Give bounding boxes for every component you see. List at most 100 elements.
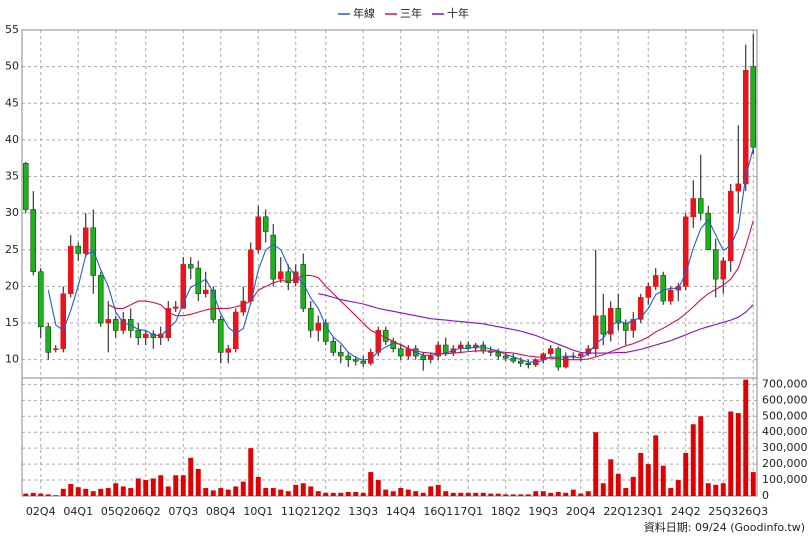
candle-body: [285, 271, 292, 284]
candle-body: [255, 216, 262, 251]
volume-bar: [68, 484, 74, 496]
x-tick-label: 19Q3: [528, 505, 558, 518]
volume-bar: [593, 432, 599, 496]
candle-body: [525, 363, 532, 366]
volume-bar: [143, 480, 149, 496]
volume-bar: [60, 488, 66, 496]
candle-body: [517, 360, 524, 364]
candle-body: [45, 326, 52, 353]
y-tick-label: 25: [5, 243, 19, 256]
volume-bar: [300, 483, 306, 496]
candle-body: [112, 319, 119, 331]
x-tick-label: 06Q2: [131, 505, 161, 518]
candle-body: [330, 341, 337, 353]
y-tick-label: 55: [5, 23, 19, 36]
legend-label: 十年: [447, 6, 469, 20]
candle-body: [510, 357, 517, 362]
volume-bar: [233, 486, 239, 496]
candle-body: [547, 348, 554, 355]
volume-bar: [270, 488, 276, 496]
y-tick-label: 35: [5, 170, 19, 183]
volume-bar: [533, 491, 539, 496]
y2-tick-label: 100,000: [762, 473, 808, 486]
volume-bar: [263, 488, 269, 496]
candle-body: [142, 333, 149, 339]
volume-bar: [750, 472, 756, 496]
volume-bar: [473, 492, 479, 496]
volume-bar: [173, 475, 179, 496]
volume-bar: [113, 483, 119, 496]
volume-bar: [98, 488, 104, 496]
volume-bar: [458, 492, 464, 496]
volume-bar: [120, 486, 126, 496]
x-tick-label: 04Q1: [63, 505, 93, 518]
volume-bar: [248, 448, 254, 496]
volume-bar: [195, 468, 201, 496]
volume-bar: [743, 379, 749, 496]
candle-body: [727, 190, 734, 262]
y-tick-label: 15: [5, 316, 19, 329]
candle-body: [465, 344, 472, 349]
volume-bar: [405, 489, 411, 496]
volume-bar: [165, 486, 171, 496]
x-tick-label: 11Q2: [281, 505, 311, 518]
volume-bar: [653, 435, 659, 496]
volume-bar: [600, 483, 606, 496]
volume-bar: [30, 492, 36, 496]
volume-bar: [38, 493, 44, 496]
volume-bar: [435, 484, 441, 496]
candle-body: [262, 216, 269, 232]
volume-bar: [188, 457, 194, 496]
x-tick-label: 14Q4: [386, 505, 416, 518]
candle-body: [315, 322, 322, 331]
candle-body: [322, 322, 329, 342]
volume-bar: [488, 493, 494, 496]
volume-bar: [720, 483, 726, 496]
y2-tick-label: 700,000: [762, 377, 808, 390]
candle-body: [630, 319, 637, 331]
candle-body: [97, 275, 104, 324]
y2-tick-label: 500,000: [762, 409, 808, 422]
volume-bar: [330, 492, 336, 496]
candle-body: [82, 227, 89, 254]
volume-bar: [360, 492, 366, 496]
x-tick-label: 22Q1: [603, 505, 633, 518]
candle-body: [210, 289, 217, 320]
x-tick-label: 24Q2: [671, 505, 701, 518]
x-tick-label: 16Q1: [423, 505, 453, 518]
candle-body: [52, 348, 59, 350]
candle-body: [367, 352, 374, 364]
x-tick-label: 13Q3: [348, 505, 378, 518]
volume-bar: [210, 490, 216, 496]
candle-body: [600, 315, 607, 335]
candle-body: [697, 198, 704, 214]
volume-bar: [225, 489, 231, 496]
candle-body: [270, 234, 277, 280]
candle-body: [720, 260, 727, 280]
volume-bar: [255, 476, 261, 496]
volume-bar: [368, 472, 374, 496]
volume-bar: [540, 491, 546, 496]
candle-body: [502, 355, 509, 359]
volume-bar: [698, 416, 704, 496]
candle-body: [120, 319, 127, 331]
volume-bar: [503, 494, 509, 496]
y-tick-label: 50: [5, 60, 19, 73]
candle-body: [562, 355, 569, 368]
volume-bar: [630, 476, 636, 496]
candle-body: [150, 333, 157, 339]
volume-bar: [338, 492, 344, 496]
candle-body: [135, 330, 142, 339]
volume-bar: [135, 478, 141, 496]
volume-bar: [345, 492, 351, 496]
candle-body: [682, 216, 689, 287]
ma-line: [318, 293, 754, 354]
volume-bar: [683, 452, 689, 496]
volume-bar: [323, 492, 329, 496]
volume-bar: [638, 452, 644, 496]
volume-bar: [735, 413, 741, 496]
x-tick-label: 17Q1: [453, 505, 483, 518]
volume-bar: [308, 486, 314, 496]
candle-body: [165, 308, 172, 339]
x-tick-label: 18Q2: [491, 505, 521, 518]
